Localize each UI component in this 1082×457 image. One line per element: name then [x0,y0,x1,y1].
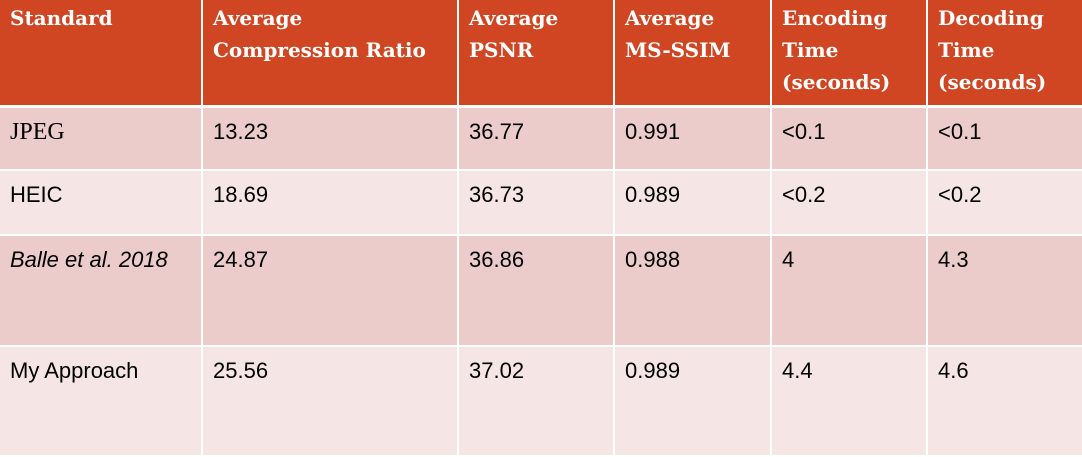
cell-standard: Balle et al. 2018 [0,235,203,347]
cell-encoding-time: 4.4 [771,346,928,457]
cell-standard: My Approach [0,346,203,457]
cell-decoding-time: <0.1 [927,106,1082,171]
cell-decoding-time: 4.3 [927,235,1082,347]
header-ms-ssim: Average MS-SSIM [614,0,772,108]
header-standard: Standard [0,0,203,108]
cell-encoding-time: <0.2 [771,170,928,236]
cell-compression-ratio: 18.69 [202,170,459,236]
cell-psnr: 36.86 [458,235,615,347]
cell-standard: JPEG [0,106,203,171]
cell-encoding-time: 4 [771,235,928,347]
table-header: Standard Average Compression Ratio Avera… [0,0,1082,108]
cell-encoding-time: <0.1 [771,106,928,171]
cell-ms-ssim: 0.991 [614,106,772,171]
cell-ms-ssim: 0.988 [614,235,772,347]
table-row: HEIC 18.69 36.73 0.989 <0.2 <0.2 [0,170,1082,236]
header-psnr: Average PSNR [458,0,615,108]
table-row: My Approach 25.56 37.02 0.989 4.4 4.6 [0,346,1082,457]
cell-compression-ratio: 13.23 [202,106,459,171]
cell-compression-ratio: 24.87 [202,235,459,347]
cell-psnr: 36.77 [458,106,615,171]
cell-compression-ratio: 25.56 [202,346,459,457]
cell-psnr: 37.02 [458,346,615,457]
header-compression-ratio: Average Compression Ratio [202,0,459,108]
table-body: JPEG 13.23 36.77 0.991 <0.1 <0.1 HEIC 18… [0,106,1082,457]
cell-ms-ssim: 0.989 [614,346,772,457]
cell-decoding-time: <0.2 [927,170,1082,236]
header-decoding-time: Decoding Time (seconds) [927,0,1082,108]
header-row: Standard Average Compression Ratio Avera… [0,0,1082,108]
cell-standard: HEIC [0,170,203,236]
header-encoding-time: Encoding Time (seconds) [771,0,928,108]
cell-ms-ssim: 0.989 [614,170,772,236]
table-row: JPEG 13.23 36.77 0.991 <0.1 <0.1 [0,106,1082,171]
table-row: Balle et al. 2018 24.87 36.86 0.988 4 4.… [0,235,1082,347]
cell-psnr: 36.73 [458,170,615,236]
cell-decoding-time: 4.6 [927,346,1082,457]
